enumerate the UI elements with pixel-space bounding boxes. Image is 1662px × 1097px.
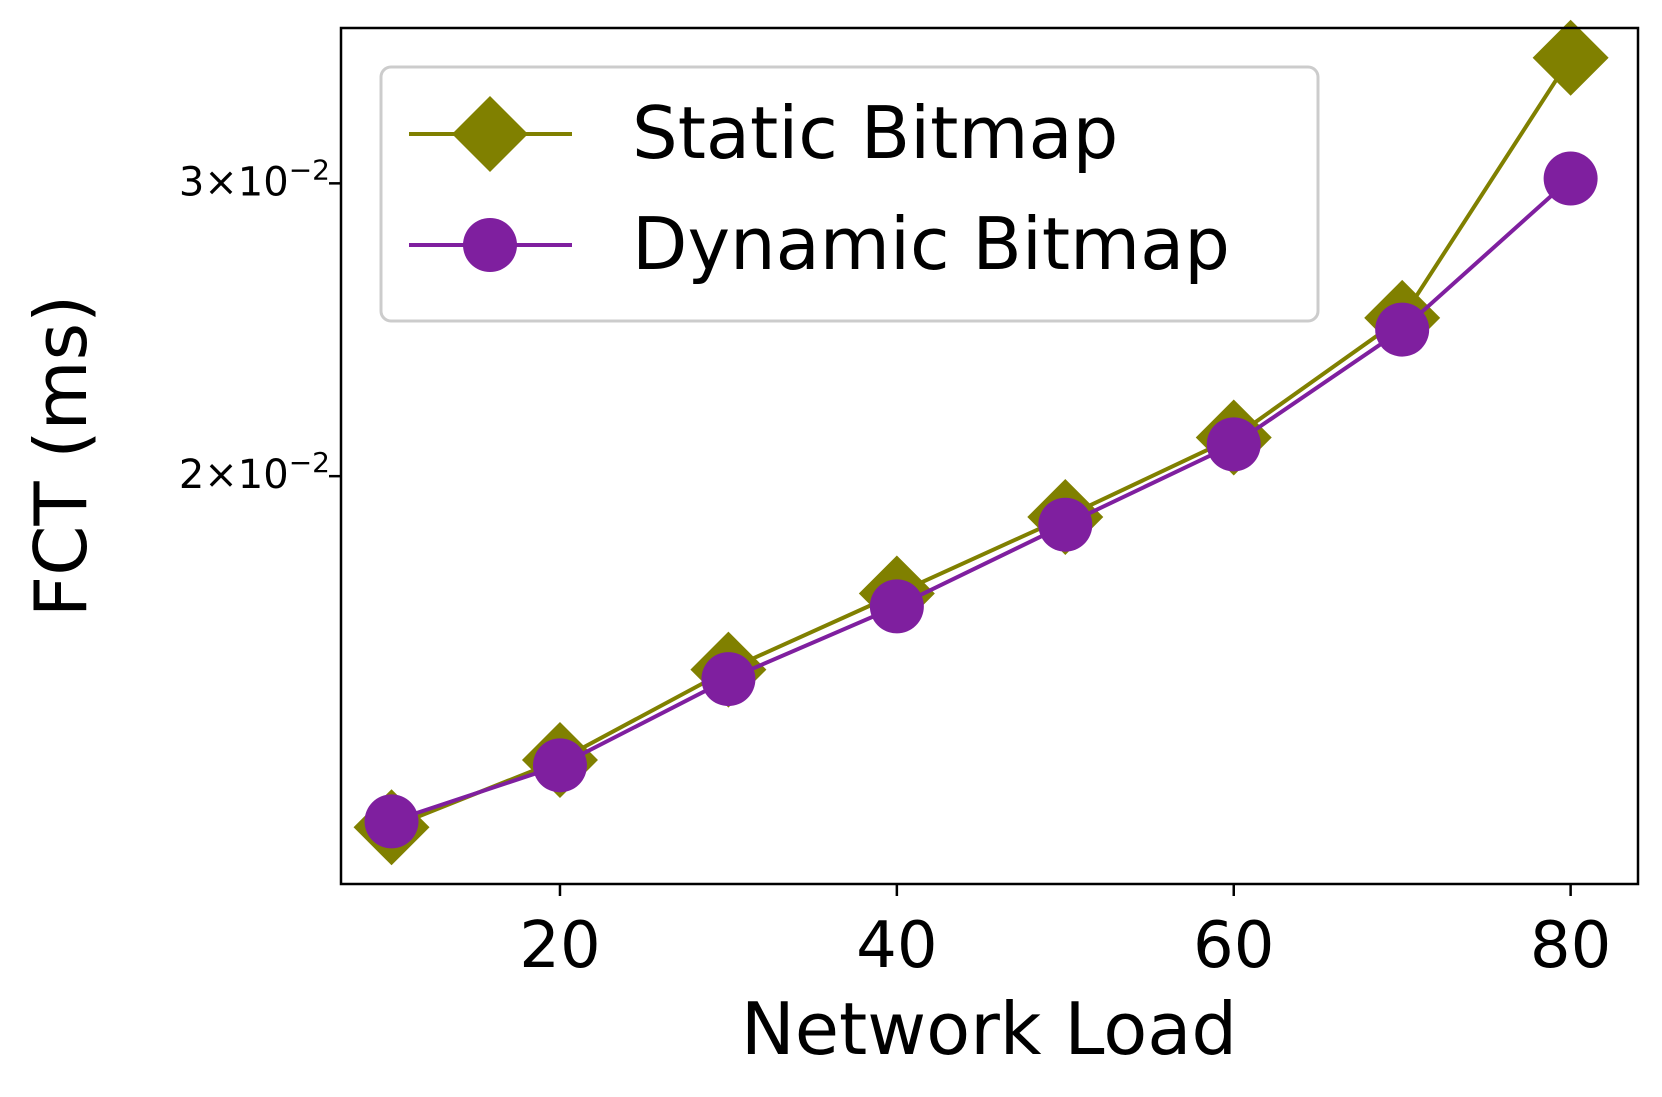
x-tick-label: 80	[1530, 909, 1611, 983]
legend-marker	[452, 96, 528, 172]
x-tick-label: 60	[1193, 909, 1274, 983]
y-tick-label: 3×10−2	[179, 153, 330, 205]
legend-label: Dynamic Bitmap	[632, 202, 1230, 286]
data-point	[701, 652, 756, 707]
legend-entry: Dynamic Bitmap	[409, 202, 1230, 286]
data-point	[1375, 302, 1430, 357]
x-tick-label: 20	[519, 909, 600, 983]
series-line	[390, 177, 1572, 824]
data-point	[1543, 151, 1598, 206]
legend-label: Static Bitmap	[632, 91, 1118, 175]
x-tick-label: 40	[856, 909, 937, 983]
plot-frame	[339, 26, 1640, 886]
legend-entry: Static Bitmap	[409, 91, 1118, 175]
legend-box	[379, 65, 1320, 323]
data-point	[364, 794, 419, 849]
x-axis: 20 40 60 80	[519, 884, 1611, 983]
data-point	[1038, 497, 1093, 552]
data-point	[532, 738, 587, 793]
legend-marker	[463, 218, 517, 272]
legend: Static Bitmap Dynamic Bitmap	[379, 65, 1320, 323]
y-axis-label: FCT (ms)	[19, 295, 103, 617]
data-point	[1532, 19, 1609, 96]
y-axis: 2×10−2 3×10−2	[179, 153, 341, 498]
data-point	[1206, 417, 1261, 472]
plot-area	[353, 19, 1609, 866]
y-tick-label: 2×10−2	[179, 446, 330, 498]
series-dynamic-bitmap	[364, 151, 1598, 849]
x-axis-label: Network Load	[741, 987, 1237, 1071]
data-point	[869, 579, 924, 634]
series-line	[390, 56, 1573, 830]
